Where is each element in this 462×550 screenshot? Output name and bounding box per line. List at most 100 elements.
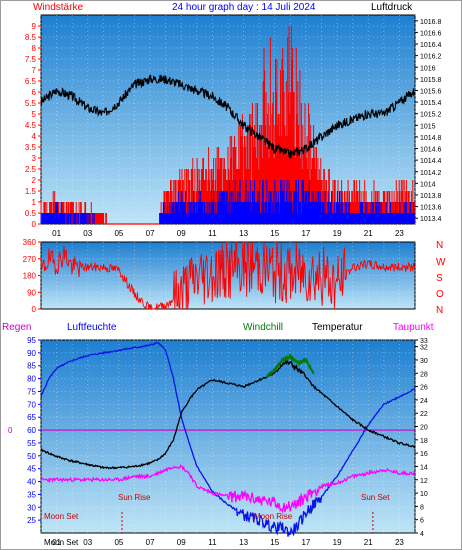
pressure-tick-label: 1016.6 [420,30,442,37]
time-tick-label: 13 [239,538,248,547]
pressure-axis-title: Luftdruck [371,2,413,13]
temperature-tick-label: 32 [420,345,428,352]
dewpoint-label: Taupunkt [393,322,434,333]
time-tick-label: 03 [83,538,92,547]
compass-letter: N [436,240,443,251]
pressure-tick-label: 1014.6 [420,147,442,154]
wind-tick-label: 7 [32,66,37,75]
wind-direction-series [40,241,416,311]
wind-tick-label: 6 [32,88,37,97]
temperature-tick-label: 12 [420,478,428,485]
temperature-tick-label: 4 [420,531,424,538]
direction-tick-label: 180 [23,272,37,281]
wind-direction-series [40,241,416,311]
pressure-tick-label: 1015.6 [420,88,442,95]
time-tick-label: 15 [270,229,279,238]
humidity-tick-label: 85 [27,362,36,371]
pressure-tick-label: 1014.2 [420,170,442,177]
windchill-label: Windchill [243,322,283,333]
time-tick-label: 01 [52,538,61,547]
time-tick-label: 21 [364,229,373,238]
pressure-tick-label: 1013.4 [420,216,442,223]
time-axis-bottom: 01 03 05 07 09 11 13 15 17 19 21 23 Moon Set [44,538,404,547]
wind-tick-label: 5.5 [25,99,37,108]
moon-set-bottom-label: Moon Set [44,538,79,547]
humidity-tick-label: 90 [27,349,36,358]
humidity-axis-ticks: 95 90 85 80 75 70 65 60 55 50 45 40 35 30 25 0 [8,336,41,525]
humidity-tick-label: 25 [27,516,36,525]
time-tick-label: 17 [301,229,310,238]
humidity-tick-label: 30 [27,503,36,512]
pressure-tick-label: 1014.4 [420,158,442,165]
humidity-label: Luftfeuchte [67,322,117,333]
temperature-tick-label: 28 [420,371,428,378]
time-tick-label: 17 [301,538,310,547]
pressure-tick-label: 1016.8 [420,19,442,26]
pressure-tick-label: 1016.2 [420,54,442,61]
sun-rise-label: Sun Rise [118,493,151,502]
moon-set-label: Moon Set [44,512,79,521]
wind-tick-label: 5 [32,110,37,119]
pressure-tick-label: 1016.4 [420,42,442,49]
pressure-tick-label: 1016 [420,65,436,72]
sun-moon-annotations: Sun Rise Sun Set Moon Set Moon Rise [44,493,390,533]
time-tick-label: 09 [177,229,186,238]
pressure-tick-label: 1014 [420,181,436,188]
direction-tick-label: 270 [23,255,37,264]
temp-humidity-plot-area [40,339,416,534]
wind-tick-label: 0.5 [25,209,37,218]
humidity-tick-label: 65 [27,413,36,422]
wind-direction-ticks: 360 270 180 90 0 [23,238,41,314]
wind-tick-label: 1.5 [25,187,37,196]
sun-set-label: Sun Set [361,493,390,502]
temperature-tick-label: 10 [420,491,428,498]
wind-axis-ticks: 9 8.5 8 7.5 7 6.5 6 5.5 5 4.5 4 3.5 3 2.5 2 1.5 1 0.5 0 [25,22,41,229]
time-tick-label: 19 [333,229,342,238]
temperature-tick-label: 24 [420,398,428,405]
time-tick-label: 23 [395,229,404,238]
wind-pressure-series [40,26,416,225]
time-tick-label: 05 [114,538,123,547]
time-tick-label: 11 [208,229,217,238]
pressure-tick-label: 1013.6 [420,205,442,212]
humidity-tick-label: 60 [27,426,36,435]
temp-humidity-series [40,341,416,537]
time-tick-label: 03 [83,229,92,238]
temperature-tick-label: 14 [420,464,428,471]
wind-tick-label: 4.5 [25,121,37,130]
wind-tick-label: 2 [32,176,37,185]
pressure-axis-ticks: 1016.8 1016.6 1016.4 1016.2 1016 1015.8 1015.6… [415,19,442,223]
wind-tick-label: 9 [32,22,37,31]
humidity-tick-label: 40 [27,478,36,487]
time-tick-label: 11 [208,538,217,547]
compass-letter: W [436,257,446,268]
moon-rise-label: Moon Rise [254,512,293,521]
time-tick-label: 15 [270,538,279,547]
temperature-tick-label: 22 [420,411,428,418]
wind-tick-label: 6.5 [25,77,37,86]
humidity-tick-label: 95 [27,336,36,345]
temperature-label: Temperatur [312,322,363,333]
time-tick-label: 13 [239,229,248,238]
compass-letter: S [436,273,443,284]
humidity-tick-label: 55 [27,439,36,448]
direction-tick-label: 360 [23,238,37,247]
compass-letter: N [436,305,443,316]
page-title: 24 hour graph day : 14 Juli 2024 [172,2,316,13]
rain-zero-label: 0 [8,426,13,435]
wind-tick-label: 4 [32,132,37,141]
humidity-tick-label: 75 [27,387,36,396]
wind-tick-label: 3 [32,154,37,163]
time-tick-label: 07 [146,538,155,547]
wind-tick-label: 1 [32,198,37,207]
time-tick-label: 05 [114,229,123,238]
compass-letter: O [436,289,444,300]
time-axis-top: 01 03 05 07 09 11 13 15 17 19 21 23 [52,229,404,238]
pressure-tick-label: 1015.2 [420,112,442,119]
temperature-tick-label: 30 [420,358,428,365]
humidity-tick-label: 45 [27,465,36,474]
